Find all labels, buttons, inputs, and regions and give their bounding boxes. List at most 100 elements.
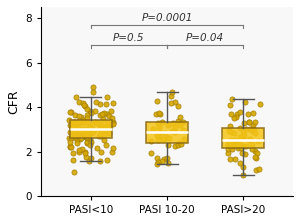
Point [160, 159, 165, 163]
Point [98, 160, 103, 163]
Point [249, 129, 254, 132]
Point [252, 128, 257, 132]
Point [156, 135, 161, 138]
Point [102, 111, 106, 114]
Point [148, 151, 153, 155]
Point [243, 100, 248, 104]
Point [110, 146, 115, 149]
Point [254, 168, 259, 171]
Point [67, 144, 72, 148]
Point [73, 133, 77, 137]
Point [68, 123, 73, 127]
Point [91, 130, 95, 134]
Point [73, 113, 77, 116]
Point [84, 135, 89, 138]
Point [237, 142, 242, 146]
Point [253, 131, 258, 134]
Point [98, 128, 103, 131]
Point [96, 122, 101, 126]
Point [78, 130, 82, 133]
Point [66, 136, 71, 139]
Point [253, 149, 258, 153]
Point [181, 128, 186, 132]
Point [253, 156, 257, 159]
Point [247, 138, 252, 141]
Point [235, 113, 239, 116]
Point [233, 143, 238, 147]
Point [102, 138, 106, 142]
Point [238, 147, 243, 150]
Point [246, 120, 251, 124]
Point [81, 121, 86, 125]
Point [244, 145, 249, 148]
Point [81, 101, 85, 104]
Point [167, 136, 171, 140]
Point [72, 170, 76, 174]
Point [88, 143, 92, 147]
Point [240, 129, 245, 133]
Point [157, 111, 162, 115]
Point [76, 150, 81, 154]
Point [70, 125, 75, 129]
Point [178, 115, 182, 119]
Point [172, 130, 177, 134]
Point [254, 156, 258, 159]
Point [238, 161, 242, 165]
Point [242, 152, 247, 156]
Point [241, 173, 245, 177]
Point [230, 147, 234, 151]
Point [83, 132, 88, 136]
Point [85, 137, 89, 140]
Point [229, 145, 234, 148]
Point [99, 150, 103, 153]
Point [164, 156, 169, 159]
Point [79, 116, 84, 119]
Point [229, 140, 234, 144]
Point [241, 135, 245, 139]
Point [151, 128, 155, 131]
Point [68, 130, 72, 134]
Point [156, 160, 161, 164]
Point [91, 129, 96, 132]
Point [108, 110, 113, 113]
Point [149, 140, 154, 143]
Point [227, 124, 232, 128]
Point [225, 147, 230, 151]
Point [105, 95, 110, 99]
Point [98, 123, 103, 127]
Point [163, 131, 168, 135]
Point [166, 144, 171, 147]
Point [98, 114, 102, 117]
Point [181, 138, 186, 141]
Point [160, 120, 165, 124]
Point [169, 130, 174, 133]
Point [110, 121, 115, 124]
Point [93, 109, 98, 112]
Point [168, 95, 173, 98]
Point [88, 131, 93, 135]
Point [227, 158, 232, 161]
Point [76, 127, 80, 131]
Point [76, 120, 81, 123]
Point [88, 156, 93, 159]
Point [252, 120, 257, 123]
Point [105, 113, 110, 116]
Point [97, 134, 102, 138]
Point [107, 131, 112, 135]
Point [229, 113, 233, 116]
Point [80, 129, 85, 133]
Point [107, 114, 112, 118]
Point [76, 125, 81, 128]
Point [68, 124, 73, 127]
Point [238, 110, 242, 114]
Point [246, 138, 251, 142]
PathPatch shape [146, 122, 188, 143]
Point [80, 134, 85, 138]
Point [88, 131, 92, 135]
Point [101, 117, 106, 121]
Point [242, 133, 247, 137]
Point [70, 159, 75, 162]
Point [258, 102, 262, 106]
Point [158, 112, 162, 115]
Point [250, 147, 254, 151]
